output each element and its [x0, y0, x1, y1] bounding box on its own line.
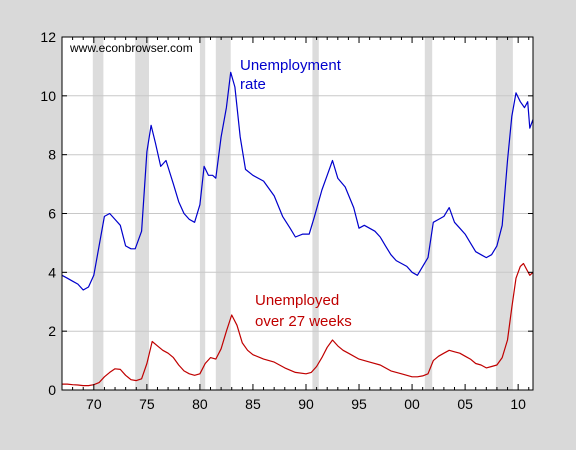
y-tick-label-12: 12: [40, 29, 56, 45]
x-tick-label-95: 95: [351, 396, 367, 412]
x-tick-label-00: 00: [404, 396, 420, 412]
y-tick-label-10: 10: [40, 88, 56, 104]
series-label-long-term-line2: over 27 weeks: [255, 313, 352, 330]
y-tick-label-8: 8: [48, 147, 56, 163]
series-lines: [61, 71, 534, 387]
source-label: www.econbrowser.com: [69, 41, 193, 55]
series-label-unemployment-line1: Unemployment: [240, 57, 342, 74]
x-tick-label-80: 80: [192, 396, 208, 412]
series-line-1: [62, 262, 534, 387]
axes: 0 2 4 6 8 10 12 70 75 80 85 90 95 00 05 10: [40, 29, 533, 412]
x-tick-label-90: 90: [298, 396, 314, 412]
x-tick-label-75: 75: [139, 396, 155, 412]
series-line-0: [61, 71, 534, 291]
y-tick-label-2: 2: [48, 323, 56, 339]
y-tick-label-4: 4: [48, 264, 56, 280]
x-tick-label-10: 10: [510, 396, 526, 412]
x-tick-label-85: 85: [245, 396, 261, 412]
series-label-unemployment-line2: rate: [240, 76, 266, 93]
series-label-long-term-line1: Unemployed: [255, 292, 339, 309]
x-tick-label-05: 05: [457, 396, 473, 412]
x-tick-label-70: 70: [86, 396, 102, 412]
gridlines: [62, 95, 533, 332]
y-tick-label-6: 6: [48, 206, 56, 222]
y-tick-label-0: 0: [48, 382, 56, 398]
